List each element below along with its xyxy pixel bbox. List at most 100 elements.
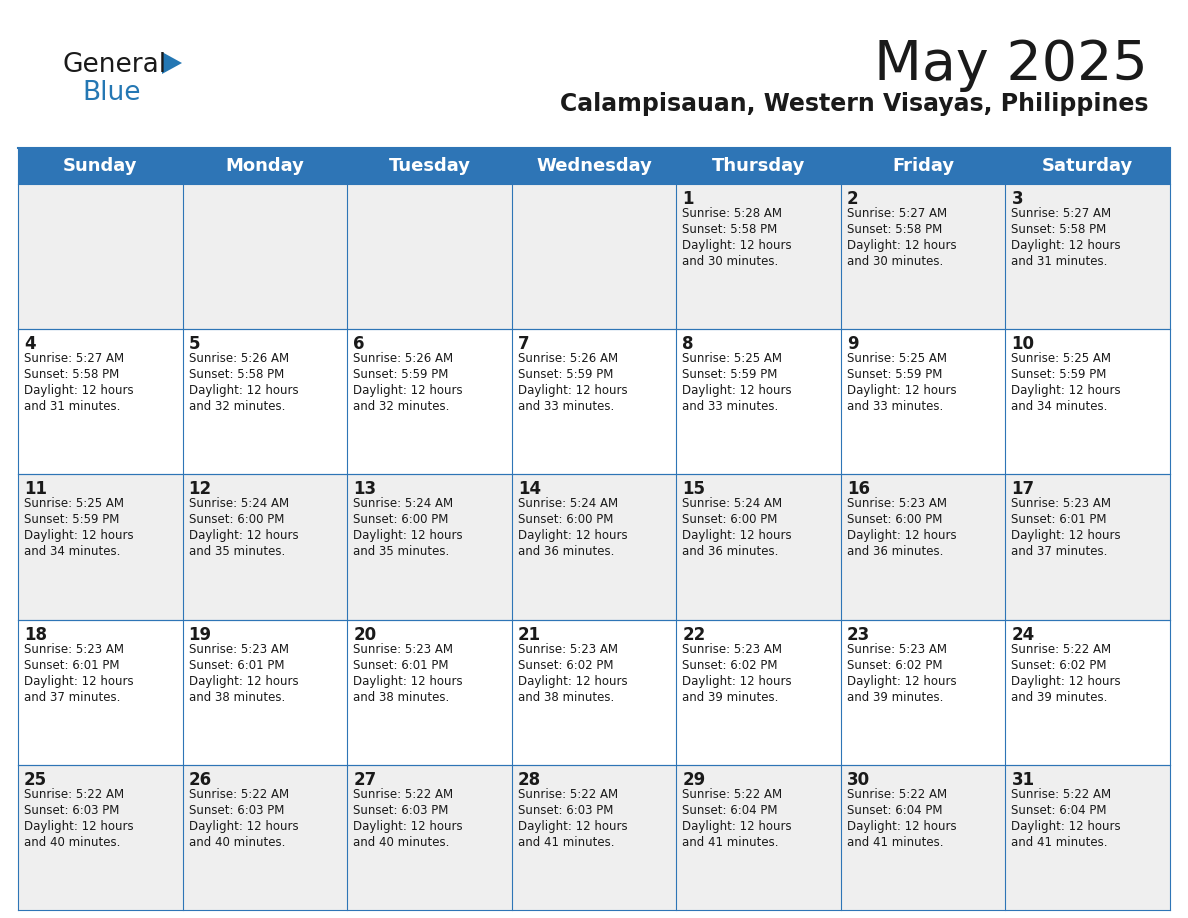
Text: Daylight: 12 hours: Daylight: 12 hours [518,385,627,397]
Text: Sunrise: 5:24 AM: Sunrise: 5:24 AM [189,498,289,510]
Text: 1: 1 [682,190,694,208]
Text: Thursday: Thursday [712,157,805,175]
Text: Daylight: 12 hours: Daylight: 12 hours [682,385,792,397]
Text: Sunset: 6:03 PM: Sunset: 6:03 PM [518,804,613,817]
Text: Sunrise: 5:23 AM: Sunrise: 5:23 AM [847,643,947,655]
Text: Sunrise: 5:23 AM: Sunrise: 5:23 AM [847,498,947,510]
Text: Sunrise: 5:23 AM: Sunrise: 5:23 AM [353,643,453,655]
Text: Sunrise: 5:26 AM: Sunrise: 5:26 AM [353,353,454,365]
Text: Sunrise: 5:27 AM: Sunrise: 5:27 AM [24,353,124,365]
Text: Sunset: 5:59 PM: Sunset: 5:59 PM [24,513,119,526]
Text: and 38 minutes.: and 38 minutes. [353,690,449,703]
Text: and 40 minutes.: and 40 minutes. [189,835,285,849]
Text: and 38 minutes.: and 38 minutes. [189,690,285,703]
Text: 9: 9 [847,335,859,353]
Bar [18,184,1170,330]
Text: 15: 15 [682,480,706,498]
Text: Sunset: 6:04 PM: Sunset: 6:04 PM [682,804,778,817]
Text: Sunrise: 5:22 AM: Sunrise: 5:22 AM [353,788,454,800]
Text: Daylight: 12 hours: Daylight: 12 hours [847,239,956,252]
Text: Sunset: 6:02 PM: Sunset: 6:02 PM [682,658,778,672]
Bar [18,620,1170,765]
Text: and 30 minutes.: and 30 minutes. [682,255,778,268]
Text: 6: 6 [353,335,365,353]
Text: and 36 minutes.: and 36 minutes. [682,545,778,558]
Text: Daylight: 12 hours: Daylight: 12 hours [189,385,298,397]
Text: 20: 20 [353,625,377,644]
Text: Sunrise: 5:26 AM: Sunrise: 5:26 AM [518,353,618,365]
Text: Sunset: 6:03 PM: Sunset: 6:03 PM [353,804,449,817]
Text: Sunrise: 5:24 AM: Sunrise: 5:24 AM [518,498,618,510]
Text: 24: 24 [1011,625,1035,644]
Text: and 35 minutes.: and 35 minutes. [353,545,449,558]
Text: Sunset: 6:01 PM: Sunset: 6:01 PM [24,658,120,672]
Text: Sunrise: 5:25 AM: Sunrise: 5:25 AM [682,353,782,365]
Text: May 2025: May 2025 [874,38,1148,92]
Text: Sunset: 5:58 PM: Sunset: 5:58 PM [1011,223,1107,236]
Text: and 38 minutes.: and 38 minutes. [518,690,614,703]
Text: 3: 3 [1011,190,1023,208]
Text: 12: 12 [189,480,211,498]
Text: Sunset: 6:04 PM: Sunset: 6:04 PM [847,804,942,817]
Text: Sunset: 5:59 PM: Sunset: 5:59 PM [682,368,778,381]
Text: 7: 7 [518,335,530,353]
Text: Daylight: 12 hours: Daylight: 12 hours [682,675,792,688]
Text: Sunrise: 5:27 AM: Sunrise: 5:27 AM [1011,207,1112,220]
Text: Daylight: 12 hours: Daylight: 12 hours [189,675,298,688]
Text: Daylight: 12 hours: Daylight: 12 hours [1011,675,1121,688]
Text: 29: 29 [682,771,706,789]
Text: Sunrise: 5:23 AM: Sunrise: 5:23 AM [1011,498,1112,510]
Text: General: General [62,52,166,78]
Text: Daylight: 12 hours: Daylight: 12 hours [24,820,133,833]
Text: Sunset: 6:02 PM: Sunset: 6:02 PM [518,658,613,672]
Text: and 39 minutes.: and 39 minutes. [682,690,778,703]
Text: Sunset: 5:59 PM: Sunset: 5:59 PM [518,368,613,381]
Text: Wednesday: Wednesday [536,157,652,175]
Text: 22: 22 [682,625,706,644]
Text: and 31 minutes.: and 31 minutes. [24,400,120,413]
Text: Sunrise: 5:22 AM: Sunrise: 5:22 AM [24,788,124,800]
Text: Sunrise: 5:24 AM: Sunrise: 5:24 AM [682,498,783,510]
Text: Sunset: 6:00 PM: Sunset: 6:00 PM [682,513,778,526]
Text: 8: 8 [682,335,694,353]
Text: and 32 minutes.: and 32 minutes. [353,400,449,413]
Text: and 39 minutes.: and 39 minutes. [1011,690,1107,703]
Text: Sunrise: 5:23 AM: Sunrise: 5:23 AM [682,643,782,655]
Text: and 32 minutes.: and 32 minutes. [189,400,285,413]
Text: 5: 5 [189,335,200,353]
Text: 26: 26 [189,771,211,789]
Bar [18,765,1170,910]
Text: Sunset: 5:58 PM: Sunset: 5:58 PM [189,368,284,381]
Text: Tuesday: Tuesday [388,157,470,175]
Text: Sunrise: 5:22 AM: Sunrise: 5:22 AM [518,788,618,800]
Bar [18,475,1170,620]
Text: Daylight: 12 hours: Daylight: 12 hours [518,530,627,543]
Text: Sunset: 5:58 PM: Sunset: 5:58 PM [847,223,942,236]
Text: Sunset: 5:59 PM: Sunset: 5:59 PM [1011,368,1107,381]
Text: Sunrise: 5:22 AM: Sunrise: 5:22 AM [682,788,783,800]
Text: Sunrise: 5:25 AM: Sunrise: 5:25 AM [24,498,124,510]
Text: 16: 16 [847,480,870,498]
Text: and 36 minutes.: and 36 minutes. [518,545,614,558]
Text: Daylight: 12 hours: Daylight: 12 hours [353,675,463,688]
Text: 10: 10 [1011,335,1035,353]
Text: Monday: Monday [226,157,304,175]
Text: and 39 minutes.: and 39 minutes. [847,690,943,703]
Text: Calampisauan, Western Visayas, Philippines: Calampisauan, Western Visayas, Philippin… [560,92,1148,116]
Text: 17: 17 [1011,480,1035,498]
Text: and 40 minutes.: and 40 minutes. [24,835,120,849]
Text: and 40 minutes.: and 40 minutes. [353,835,449,849]
Text: Sunset: 6:01 PM: Sunset: 6:01 PM [353,658,449,672]
Text: Daylight: 12 hours: Daylight: 12 hours [682,530,792,543]
Text: Friday: Friday [892,157,954,175]
Text: Daylight: 12 hours: Daylight: 12 hours [682,239,792,252]
Text: Daylight: 12 hours: Daylight: 12 hours [847,385,956,397]
Text: and 33 minutes.: and 33 minutes. [518,400,614,413]
Text: and 30 minutes.: and 30 minutes. [847,255,943,268]
Text: and 34 minutes.: and 34 minutes. [24,545,120,558]
Text: 27: 27 [353,771,377,789]
Text: Daylight: 12 hours: Daylight: 12 hours [518,820,627,833]
Text: Sunset: 5:59 PM: Sunset: 5:59 PM [847,368,942,381]
Text: Sunset: 5:58 PM: Sunset: 5:58 PM [24,368,119,381]
Text: Sunrise: 5:23 AM: Sunrise: 5:23 AM [518,643,618,655]
